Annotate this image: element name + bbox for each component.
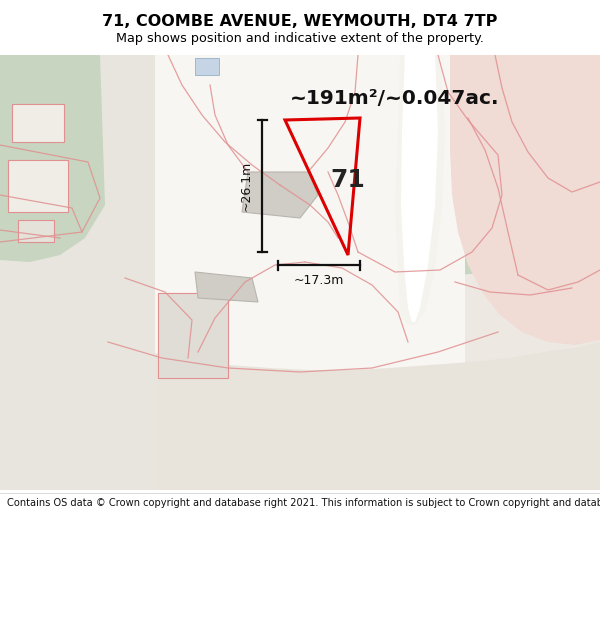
Text: Contains OS data © Crown copyright and database right 2021. This information is : Contains OS data © Crown copyright and d… — [7, 498, 600, 508]
Polygon shape — [450, 55, 600, 345]
Bar — [158, 293, 228, 378]
Polygon shape — [170, 55, 340, 232]
Polygon shape — [242, 172, 318, 218]
Bar — [12, 104, 64, 142]
Polygon shape — [195, 272, 258, 302]
Text: Map shows position and indicative extent of the property.: Map shows position and indicative extent… — [116, 32, 484, 45]
Text: ~17.3m: ~17.3m — [294, 274, 344, 288]
Polygon shape — [0, 55, 105, 262]
Text: 71, COOMBE AVENUE, WEYMOUTH, DT4 7TP: 71, COOMBE AVENUE, WEYMOUTH, DT4 7TP — [103, 14, 497, 29]
Text: ~191m²/~0.047ac.: ~191m²/~0.047ac. — [290, 89, 499, 107]
Polygon shape — [0, 322, 600, 490]
Polygon shape — [100, 55, 600, 275]
Polygon shape — [395, 55, 445, 325]
Bar — [18, 220, 54, 242]
Bar — [8, 160, 68, 212]
Bar — [195, 58, 219, 75]
Text: 71: 71 — [331, 168, 365, 192]
Bar — [0, 55, 155, 490]
Bar — [155, 55, 465, 490]
Text: ~26.1m: ~26.1m — [239, 161, 253, 211]
Polygon shape — [0, 55, 105, 262]
Polygon shape — [401, 55, 438, 322]
